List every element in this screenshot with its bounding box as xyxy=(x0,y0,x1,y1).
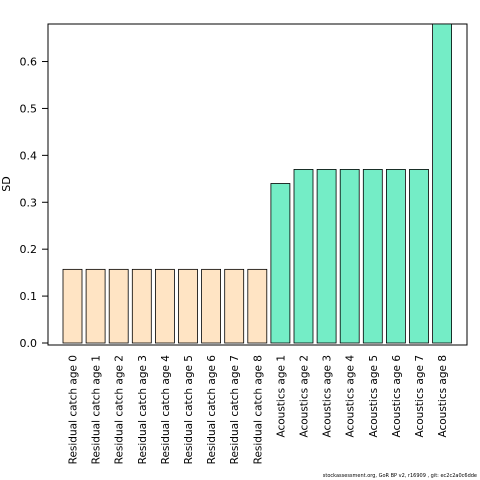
bar xyxy=(224,268,245,344)
x-axis-labels: Residual catch age 0 Residual catch age 1… xyxy=(68,355,450,465)
x-tick-label: Acoustics age 5 xyxy=(368,355,380,438)
bar xyxy=(409,169,429,344)
y-tick-label: 0.4 xyxy=(20,149,38,162)
x-tick-label: Acoustics age 8 xyxy=(437,355,449,438)
bar xyxy=(131,268,152,344)
x-tick-label: Acoustics age 7 xyxy=(414,355,426,438)
bar xyxy=(178,268,198,344)
bar xyxy=(108,268,129,344)
x-tick-label: Residual catch age 5 xyxy=(183,355,195,464)
x-tick-label: Residual catch age 2 xyxy=(114,355,126,464)
x-tick-label: Acoustics age 6 xyxy=(391,355,403,438)
x-tick-label: Residual catch age 0 xyxy=(68,355,80,464)
bar xyxy=(247,268,268,344)
x-tick-label: Residual catch age 6 xyxy=(206,355,218,465)
y-tick-label: 0.0 xyxy=(20,337,38,350)
x-tick-label: Residual catch age 4 xyxy=(160,355,172,465)
bar xyxy=(154,268,175,344)
footer-version-text: stockassessment.org, GoR BP v2, r16909 ,… xyxy=(322,473,477,479)
y-axis-title: SD xyxy=(0,176,13,191)
bar xyxy=(62,268,83,344)
plot-frame xyxy=(47,23,468,346)
bar xyxy=(316,169,337,344)
y-tick-label: 0.2 xyxy=(20,243,38,256)
bar xyxy=(362,169,383,344)
bars-group xyxy=(62,23,453,344)
y-tick-label: 0.5 xyxy=(20,102,38,115)
x-tick-label: Acoustics age 4 xyxy=(345,355,357,438)
y-axis: 0.0 0.1 0.2 0.3 0.4 0.5 0.6 xyxy=(20,56,48,350)
x-tick-label: Acoustics age 2 xyxy=(299,355,311,438)
x-tick-label: Acoustics age 3 xyxy=(322,355,334,438)
bar xyxy=(270,183,291,344)
bar xyxy=(339,169,360,344)
x-tick-label: Residual catch age 7 xyxy=(229,355,241,464)
bar xyxy=(85,268,106,344)
y-tick-label: 0.1 xyxy=(20,290,38,303)
y-tick-label: 0.3 xyxy=(20,196,38,209)
x-tick-label: Residual catch age 8 xyxy=(252,355,264,464)
bar xyxy=(293,169,314,344)
x-tick-label: Residual catch age 3 xyxy=(137,355,149,464)
x-tick-label: Acoustics age 1 xyxy=(275,355,287,438)
bar xyxy=(432,23,453,344)
x-tick-label: Residual catch age 1 xyxy=(91,355,103,464)
bar xyxy=(385,169,406,344)
bar xyxy=(201,268,222,344)
y-tick-label: 0.6 xyxy=(20,56,38,69)
